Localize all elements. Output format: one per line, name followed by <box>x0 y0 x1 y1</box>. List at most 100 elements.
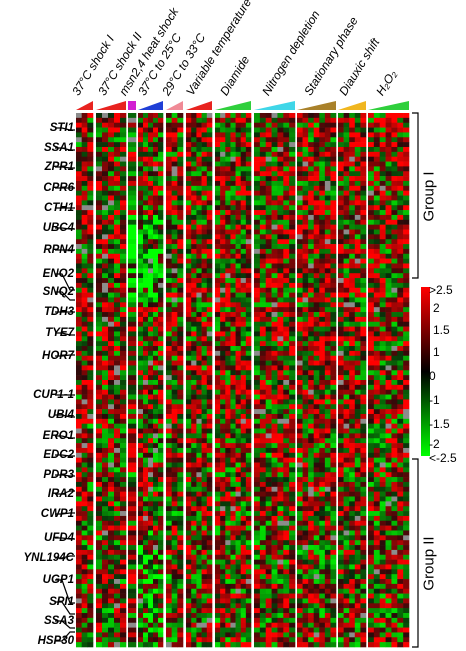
heatmap-cell <box>349 156 356 162</box>
heatmap-cell <box>191 360 197 366</box>
heatmap-cell <box>265 394 272 400</box>
heatmap-cell <box>265 244 272 250</box>
heatmap-cell <box>201 292 208 298</box>
heatmap-cell <box>114 176 121 182</box>
heatmap-cell <box>148 137 154 143</box>
heatmap-cell <box>330 535 337 541</box>
heatmap-cell <box>277 515 284 522</box>
heatmap-cell <box>171 210 178 216</box>
heatmap-cell <box>96 321 103 327</box>
heatmap-cell <box>330 579 337 585</box>
heatmap-cell <box>313 506 320 512</box>
heatmap-cell <box>319 472 326 478</box>
heatmap-cell <box>171 481 178 488</box>
heatmap-cell <box>324 617 331 624</box>
heatmap-cell <box>191 156 197 162</box>
heatmap-cell <box>128 467 137 473</box>
heatmap-cell <box>76 535 82 541</box>
heatmap-cell <box>158 569 164 575</box>
heatmap-cell <box>245 452 252 458</box>
heatmap-cell <box>330 214 337 221</box>
heatmap-cell <box>114 195 121 201</box>
heatmap-cell <box>128 365 137 371</box>
heatmap-cell <box>308 617 315 624</box>
heatmap-cell <box>265 190 272 196</box>
heatmap-cell <box>201 622 208 628</box>
heatmap-cell <box>254 472 261 478</box>
heatmap-cell <box>230 486 236 492</box>
heatmap-cell <box>102 617 109 624</box>
heatmap-cell <box>120 384 127 390</box>
heatmap-cell <box>201 214 208 221</box>
heatmap-cell <box>171 253 178 259</box>
heatmap-cell <box>297 554 303 560</box>
heatmap-cell <box>114 292 121 298</box>
heatmap-cell <box>128 389 137 395</box>
heatmap-cell <box>138 341 144 347</box>
heatmap-cell <box>220 613 226 619</box>
heatmap-cell <box>324 312 331 318</box>
heatmap-cell <box>186 248 192 255</box>
heatmap-cell <box>308 219 315 225</box>
heatmap-cell <box>166 520 172 526</box>
heatmap-cell <box>277 583 284 590</box>
heatmap-cell <box>102 637 109 643</box>
heatmap-cell <box>120 564 127 570</box>
heatmap-cell <box>324 282 331 289</box>
heatmap-cell <box>354 214 361 221</box>
heatmap-cell <box>330 205 337 211</box>
heatmap-cell <box>128 559 137 565</box>
heatmap-cell <box>87 180 94 187</box>
heatmap-cell <box>289 297 296 303</box>
heatmap-cell <box>235 365 242 371</box>
heatmap-cell <box>215 122 221 128</box>
heatmap-cell <box>76 632 82 638</box>
heatmap-cell <box>138 598 144 604</box>
heatmap-cell <box>96 404 103 410</box>
heatmap-cell <box>148 554 154 560</box>
heatmap-cell <box>324 593 331 599</box>
heatmap-cell <box>108 443 115 449</box>
heatmap-cell <box>166 195 172 201</box>
heatmap-cell <box>225 350 231 357</box>
heatmap-cell <box>153 486 159 492</box>
heatmap-cell <box>230 365 236 371</box>
heatmap-cell <box>330 316 337 323</box>
heatmap-cell <box>297 496 303 502</box>
heatmap-cell <box>245 632 252 638</box>
heatmap-cell <box>108 496 115 502</box>
heatmap-cell <box>201 282 208 289</box>
heatmap-cell <box>271 336 278 342</box>
heatmap-cell <box>148 457 154 463</box>
heatmap-cell <box>313 312 320 318</box>
heatmap-cell <box>277 501 284 507</box>
heatmap-cell <box>360 341 367 347</box>
heatmap-cell <box>128 312 137 318</box>
heatmap-cell <box>76 520 82 526</box>
heatmap-cell <box>220 219 226 225</box>
heatmap-cell <box>177 428 184 434</box>
heatmap-cell <box>138 404 144 410</box>
heatmap-cell <box>114 210 121 216</box>
heatmap-cell <box>319 467 326 473</box>
heatmap-cell <box>177 559 184 565</box>
heatmap-cell <box>120 248 127 255</box>
heatmap-cell <box>171 360 178 366</box>
heatmap-cell <box>302 433 309 439</box>
heatmap-cell <box>225 239 231 245</box>
heatmap-cell <box>191 302 197 308</box>
heatmap-cell <box>96 443 103 449</box>
heatmap-cell <box>120 380 127 386</box>
heatmap-cell <box>215 190 221 196</box>
heatmap-cell <box>196 399 202 405</box>
heatmap-cell <box>114 603 121 609</box>
heatmap-cell <box>271 365 278 371</box>
heatmap-cell <box>153 336 159 342</box>
heatmap-cell <box>330 336 337 342</box>
heatmap-cell <box>289 598 296 604</box>
heatmap-cell <box>245 292 252 298</box>
heatmap-cell <box>81 166 88 172</box>
heatmap-cell <box>240 642 247 648</box>
heatmap-cell <box>196 375 202 381</box>
heatmap-cell <box>206 613 213 619</box>
